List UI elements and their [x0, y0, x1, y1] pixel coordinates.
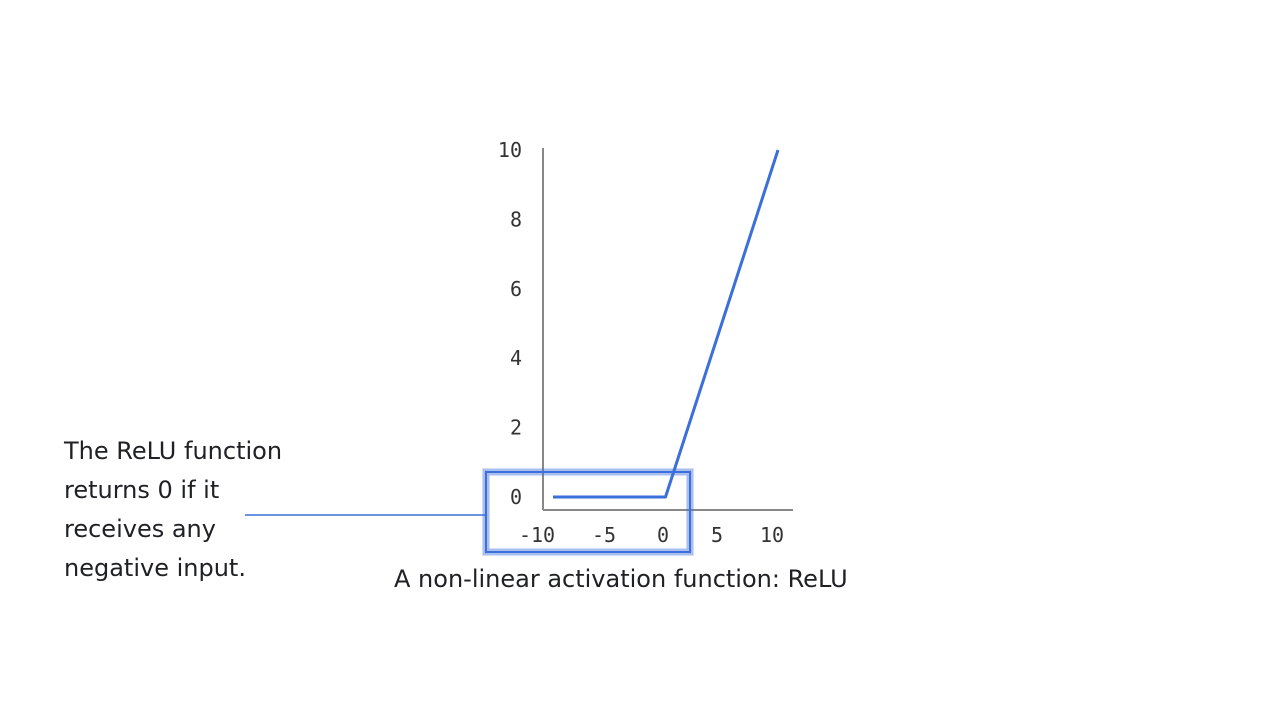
x-tick-label: -10: [519, 523, 555, 547]
y-tick-label: 10: [498, 138, 522, 162]
relu-line: [553, 149, 780, 499]
highlight-box-inner: [485, 471, 691, 553]
y-tick-label: 0: [510, 485, 522, 509]
callout-line-1: The ReLU function: [64, 437, 283, 465]
callout-line-2: returns 0 if it: [64, 476, 220, 504]
series-layer: [553, 149, 780, 499]
x-tick-label: 0: [657, 523, 669, 547]
x-tick-label: 10: [760, 523, 784, 547]
chart-title: A non-linear activation function: ReLU: [394, 565, 848, 593]
callout-line-4: negative input.: [64, 554, 246, 582]
y-tick-label: 2: [510, 416, 522, 440]
y-tick-label: 8: [510, 207, 522, 231]
x-tick-label: 5: [711, 523, 723, 547]
y-tick-label: 6: [510, 277, 522, 301]
y-tick-label: 4: [510, 346, 522, 370]
y-tick-labels: 0 2 4 6 8 10: [498, 138, 522, 509]
x-tick-labels: -10 -5 0 5 10: [519, 523, 784, 547]
callout-line-3: receives any: [64, 515, 216, 543]
x-tick-label: -5: [592, 523, 616, 547]
callout-text: The ReLU function returns 0 if it receiv…: [64, 432, 324, 588]
